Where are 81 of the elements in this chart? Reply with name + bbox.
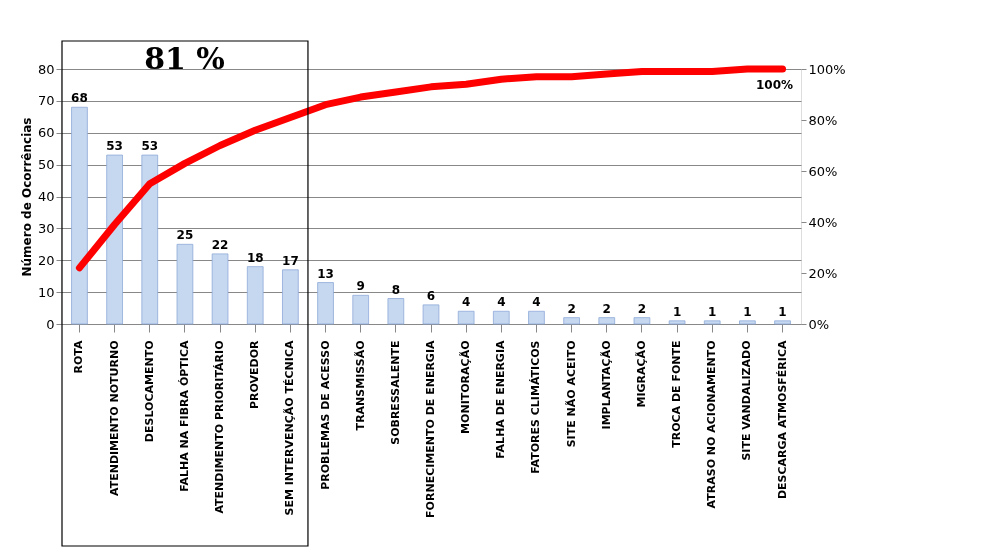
x-tick-label: PROVEDOR: [248, 339, 262, 410]
x-tick-label: TRANSMISSÃO: [353, 340, 367, 431]
x-tick-label: IMPLANTAÇÃO: [599, 340, 613, 430]
x-tick-label: PROBLEMAS DE ACESSO: [318, 340, 332, 490]
data-label: 1: [708, 304, 717, 319]
bar: [246, 266, 264, 325]
y-tick-label: 0: [46, 316, 55, 332]
x-tick-label: FATORES CLIMÁTICOS: [529, 340, 543, 474]
y-tick-label: 10: [37, 284, 55, 300]
x-tick-label: ATENDIMENTO PRIORITÁRIO: [213, 340, 227, 514]
data-label: 13: [317, 266, 334, 281]
y2-tick-label: 20%: [808, 265, 838, 281]
y-axis-title: Número de Ocorrências: [19, 117, 34, 277]
bar: [141, 154, 159, 325]
bar: [176, 243, 194, 325]
data-label: 1: [778, 304, 787, 319]
x-tick-label: DESCARGA ATMOSFÉRICA: [775, 340, 789, 500]
data-label: 100%: [756, 78, 794, 92]
data-label: 17: [282, 253, 299, 268]
bar: [387, 298, 405, 325]
x-tick-label: MIGRAÇÃO: [634, 340, 648, 408]
data-label: 4: [461, 295, 471, 310]
x-tick-label: SITE VANDALIZADO: [740, 340, 754, 461]
y-tick-label: 70: [37, 93, 55, 109]
data-label: 53: [141, 139, 159, 154]
y2-tick-label: 60%: [808, 163, 838, 179]
x-tick-label: DESLOCAMENTO: [142, 340, 156, 443]
data-label: 4: [532, 295, 541, 310]
x-tick-label: ATRASO NO ACIONAMENTO: [705, 340, 719, 509]
x-tick-label: FALHA DE ENERGIA: [494, 340, 508, 459]
data-label: 9: [356, 279, 365, 294]
bar: [457, 310, 475, 325]
y-tick-label: 20: [37, 252, 55, 268]
data-label: 2: [602, 301, 611, 316]
y-tick-label: 50: [37, 157, 55, 173]
data-label: 6: [426, 288, 436, 303]
data-label: 1: [743, 304, 752, 319]
y-tick-label: 40: [37, 189, 55, 204]
bar: [774, 320, 791, 325]
y2-tick-label: 100%: [808, 61, 846, 77]
x-tick-label: FALHA NA FIBRA ÓPTICA: [177, 340, 191, 492]
bar: [422, 304, 440, 325]
data-label: 4: [497, 295, 506, 310]
data-label: 18: [246, 250, 264, 265]
bar: [493, 310, 510, 325]
bar: [668, 320, 686, 325]
x-tick-label: ATENDIMENTO NOTURNO: [107, 340, 121, 496]
y-tick-label: 60: [37, 125, 55, 141]
x-tick-label: SITE NÃO ACEITO: [564, 340, 578, 448]
annotation: 81 %: [144, 41, 225, 76]
bar: [106, 154, 123, 325]
x-tick-label: MONITORAÇÃO: [459, 340, 473, 434]
bar: [211, 253, 229, 325]
x-tick-label: SEM INTERVENÇÃO TÉCNICA: [283, 340, 297, 516]
bar: [317, 282, 334, 325]
bar: [528, 310, 545, 325]
bar: [71, 106, 88, 325]
y-tick-label: 30: [37, 220, 55, 236]
bar: [633, 317, 651, 325]
bar: [563, 317, 580, 325]
data-label: 1: [672, 304, 682, 319]
x-tick-label: FORNECIMENTO DE ENERGIA: [424, 340, 437, 518]
y2-tick-label: 0%: [808, 316, 830, 332]
data-label: 22: [211, 237, 229, 252]
bar: [739, 320, 756, 325]
bar: [598, 317, 616, 325]
data-label: 8: [391, 282, 401, 297]
data-label: 68: [71, 91, 88, 106]
data-label: 25: [176, 228, 194, 243]
bar: [352, 294, 369, 325]
data-label: 2: [567, 301, 576, 316]
data-label: 2: [637, 301, 647, 316]
x-tick-label: SOBRESSALENTE: [388, 340, 402, 445]
bar: [703, 320, 721, 325]
bar: [282, 269, 299, 325]
y-tick-label: 80: [37, 61, 55, 77]
x-tick-label: ROTA: [72, 340, 86, 374]
data-label: 53: [106, 139, 123, 154]
y2-tick-label: 40%: [808, 214, 838, 230]
x-tick-label: TROCA DE FONTE: [670, 340, 684, 448]
y2-tick-label: 80%: [808, 112, 838, 128]
